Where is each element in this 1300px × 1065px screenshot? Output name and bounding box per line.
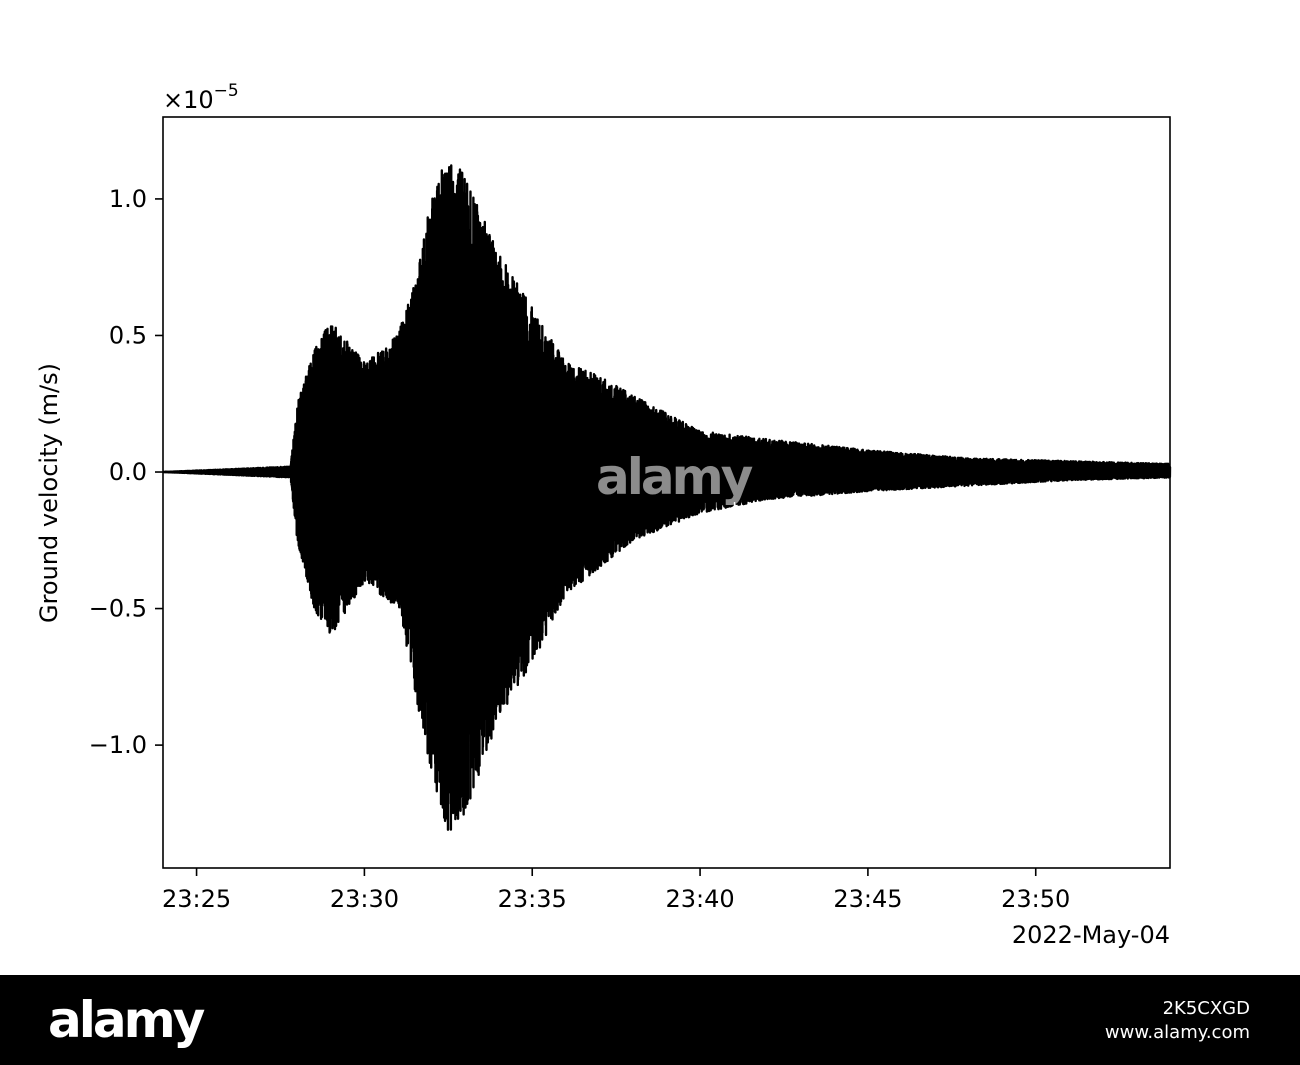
y-tick-label: −0.5 bbox=[89, 595, 147, 623]
y-tick-label: −1.0 bbox=[89, 731, 147, 759]
x-tick-label: 23:30 bbox=[330, 885, 399, 913]
x-axis: 23:25 23:30 23:35 23:40 23:45 23:50 bbox=[162, 868, 1070, 913]
x-tick-label: 23:50 bbox=[1001, 885, 1070, 913]
y-tick-label: 0.0 bbox=[109, 458, 147, 486]
y-tick-label: 1.0 bbox=[109, 185, 147, 213]
x-tick-label: 23:45 bbox=[833, 885, 902, 913]
footer-site: www.alamy.com bbox=[1104, 1022, 1250, 1043]
y-scale-base: ×10 bbox=[163, 86, 214, 114]
y-tick-label: 0.5 bbox=[109, 321, 147, 349]
footer-image-info: 2K5CXGD www.alamy.com bbox=[1105, 997, 1250, 1045]
x-tick-label: 23:40 bbox=[665, 885, 734, 913]
y-scale-multiplier: ×10−5 bbox=[163, 81, 239, 114]
plot-frame bbox=[162, 116, 1171, 869]
x-tick-label: 23:25 bbox=[162, 885, 231, 913]
footer-image-id: 2K5CXGD bbox=[1162, 998, 1250, 1019]
footer-logo: alamy bbox=[48, 991, 205, 1049]
chart-canvas: 1.00.50.0−0.5−1.0 23:25 23:30 23:35 23:40 23… bbox=[35, 81, 1172, 949]
y-axis-label: Ground velocity (m/s) bbox=[35, 363, 63, 623]
series-waveform-line bbox=[161, 164, 1172, 831]
y-scale-exponent: −5 bbox=[214, 81, 239, 101]
watermark-center-logo: alamy bbox=[596, 448, 753, 506]
series-trace-group bbox=[161, 164, 1172, 831]
watermark-footer-bar: alamy 2K5CXGD www.alamy.com bbox=[0, 975, 1300, 1065]
x-tick-label: 23:35 bbox=[498, 885, 567, 913]
y-axis: 1.0 0.5 0.0 −0.5 −1.0 bbox=[89, 185, 163, 759]
x-axis-date-label: 2022-May-04 bbox=[1012, 921, 1170, 949]
